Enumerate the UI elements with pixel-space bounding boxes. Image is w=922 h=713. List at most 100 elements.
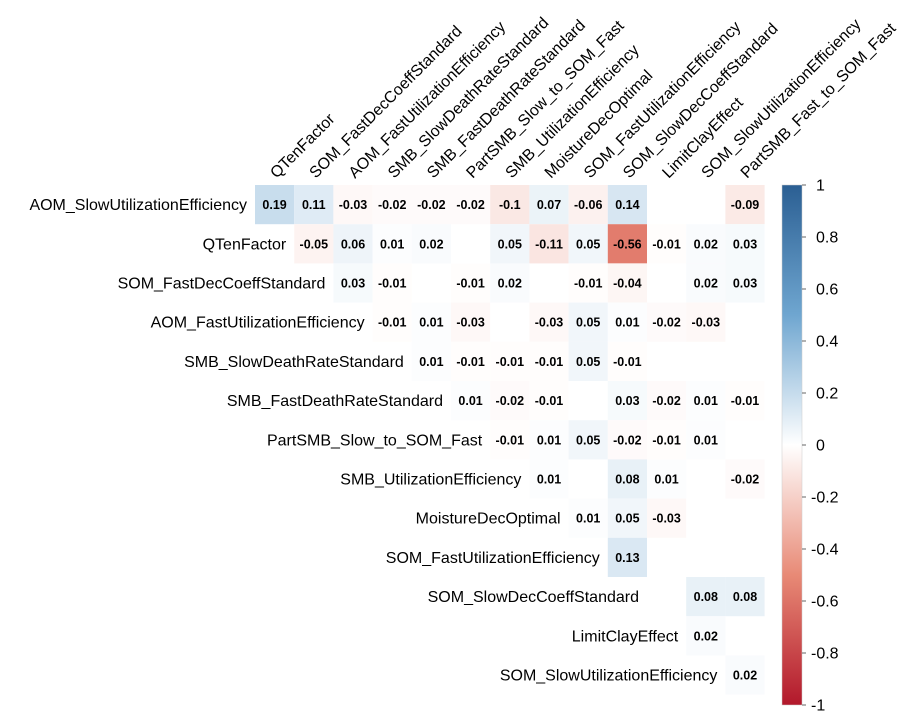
cell-value-label: 0.05	[576, 237, 600, 251]
cell-value-label: -0.02	[731, 473, 760, 487]
heatmap-cell	[568, 302, 608, 342]
row-label: SOM_SlowDecCoeffStandard	[428, 589, 639, 606]
row-labels: AOM_SlowUtilizationEfficiency QTenFactor S…	[29, 197, 717, 684]
cell-value-label: 0.01	[576, 512, 600, 526]
cell-value-label: -0.01	[652, 237, 681, 251]
cell-value-label: -0.04	[613, 277, 642, 291]
cell-value-label: 0.05	[576, 355, 600, 369]
heatmap-cell	[451, 341, 491, 381]
row-label: LimitClayEffect	[572, 628, 679, 645]
heatmap-cell	[647, 420, 687, 460]
colorbar-tick-label: -1	[811, 698, 825, 713]
cell-value-label: -0.03	[535, 316, 564, 330]
cell-value-label: 0.13	[615, 551, 639, 565]
heatmap-cell	[607, 263, 647, 303]
row-label: MoistureDecOptimal	[416, 511, 561, 528]
colorbar-tick-label: -0.2	[811, 490, 839, 507]
cell-value-label: -0.11	[535, 237, 563, 251]
heatmap-cell	[725, 655, 765, 695]
heatmap-cell	[529, 302, 569, 342]
row-label: QTenFactor	[203, 236, 287, 253]
cell-value-label: -0.56	[613, 237, 642, 251]
cell-value-label: -0.01	[652, 433, 681, 447]
cell-value-label: 0.03	[733, 277, 757, 291]
heatmap-cell	[686, 263, 726, 303]
cell-value-label: 0.01	[419, 316, 443, 330]
cell-value-label: -0.01	[574, 277, 603, 291]
cell-value-label: -0.05	[300, 237, 329, 251]
cell-value-label: -0.03	[692, 316, 721, 330]
colorbar-tick-label: 0.4	[816, 334, 838, 351]
heatmap-cell	[607, 537, 647, 577]
cell-value-label: -0.02	[456, 198, 485, 212]
cell-value-label: -0.01	[535, 355, 564, 369]
cell-value-label: 0.14	[615, 198, 639, 212]
heatmap-cell	[725, 263, 765, 303]
heatmap-cell	[411, 341, 451, 381]
heatmap-cell	[490, 263, 530, 303]
cell-value-label: -0.02	[496, 394, 525, 408]
heatmap-cell	[490, 185, 530, 225]
cell-value-label: 0.01	[615, 316, 639, 330]
heatmap-cell	[568, 263, 608, 303]
heatmap-cell	[607, 185, 647, 225]
cell-value-label: 0.02	[694, 629, 718, 643]
cell-value-label: -0.03	[456, 316, 485, 330]
heatmap-cell	[725, 224, 765, 264]
colorbar-gradient	[781, 184, 803, 706]
colorbar: 1 0.8 0.6 0.4 0.2 0 -0.2 -0.4 -0.6 -0.8 -1	[781, 178, 839, 713]
colorbar-tick-label: 0.2	[816, 386, 838, 403]
cell-value-label: -0.01	[496, 433, 525, 447]
heatmap-cell	[686, 302, 726, 342]
cell-value-label: -0.01	[456, 277, 485, 291]
heatmap-cell	[568, 341, 608, 381]
cell-value-label: 0.01	[654, 473, 678, 487]
heatmap-cell	[529, 381, 569, 421]
row-label: SOM_FastUtilizationEfficiency	[386, 550, 600, 567]
heatmap-cell	[686, 224, 726, 264]
heatmap-cell	[568, 498, 608, 538]
cell-value-label: 0.07	[537, 198, 561, 212]
cell-value-label: -0.01	[378, 316, 407, 330]
heatmap-cell	[647, 381, 687, 421]
colorbar-tick-label: 0.8	[816, 230, 838, 247]
cell-value-label: 0.05	[615, 512, 639, 526]
row-label: SMB_SlowDeathRateStandard	[184, 354, 404, 371]
heatmap-cell	[529, 341, 569, 381]
heatmap-cell	[333, 263, 373, 303]
cell-value-label: -0.01	[535, 394, 564, 408]
colorbar-tick-label: -0.8	[811, 646, 839, 663]
cell-value-label: -0.09	[731, 198, 760, 212]
heatmap-cell	[607, 224, 647, 264]
heatmap-cell	[372, 302, 412, 342]
heatmap-cell	[451, 185, 491, 225]
cell-value-label: -0.03	[652, 512, 681, 526]
cell-value-label: 0.03	[733, 237, 757, 251]
heatmap-cell	[411, 224, 451, 264]
heatmap-cell	[607, 459, 647, 499]
heatmap-cell	[725, 459, 765, 499]
cell-value-label: 0.08	[615, 473, 639, 487]
cell-value-label: 0.02	[419, 237, 443, 251]
cell-value-label: 0.01	[537, 473, 561, 487]
heatmap-cell	[607, 498, 647, 538]
heatmap-cell	[607, 341, 647, 381]
cell-value-label: -0.02	[652, 316, 681, 330]
heatmap-cell	[686, 381, 726, 421]
row-label: SMB_FastDeathRateStandard	[227, 393, 443, 410]
heatmap-cell	[490, 341, 530, 381]
heatmap-cell	[451, 263, 491, 303]
cell-value-label: 0.01	[419, 355, 443, 369]
cell-value-label: 0.06	[341, 237, 365, 251]
cell-value-label: -0.03	[339, 198, 368, 212]
row-label: SOM_SlowUtilizationEfficiency	[500, 668, 718, 685]
heatmap-cell	[607, 302, 647, 342]
heatmap-cell	[647, 498, 687, 538]
cell-value-label: 0.11	[302, 198, 326, 212]
cell-value-label: -0.01	[731, 394, 760, 408]
cell-value-label: 0.02	[498, 277, 522, 291]
heatmap-cell	[529, 420, 569, 460]
heatmap-cell	[411, 302, 451, 342]
heatmap-cell	[568, 224, 608, 264]
